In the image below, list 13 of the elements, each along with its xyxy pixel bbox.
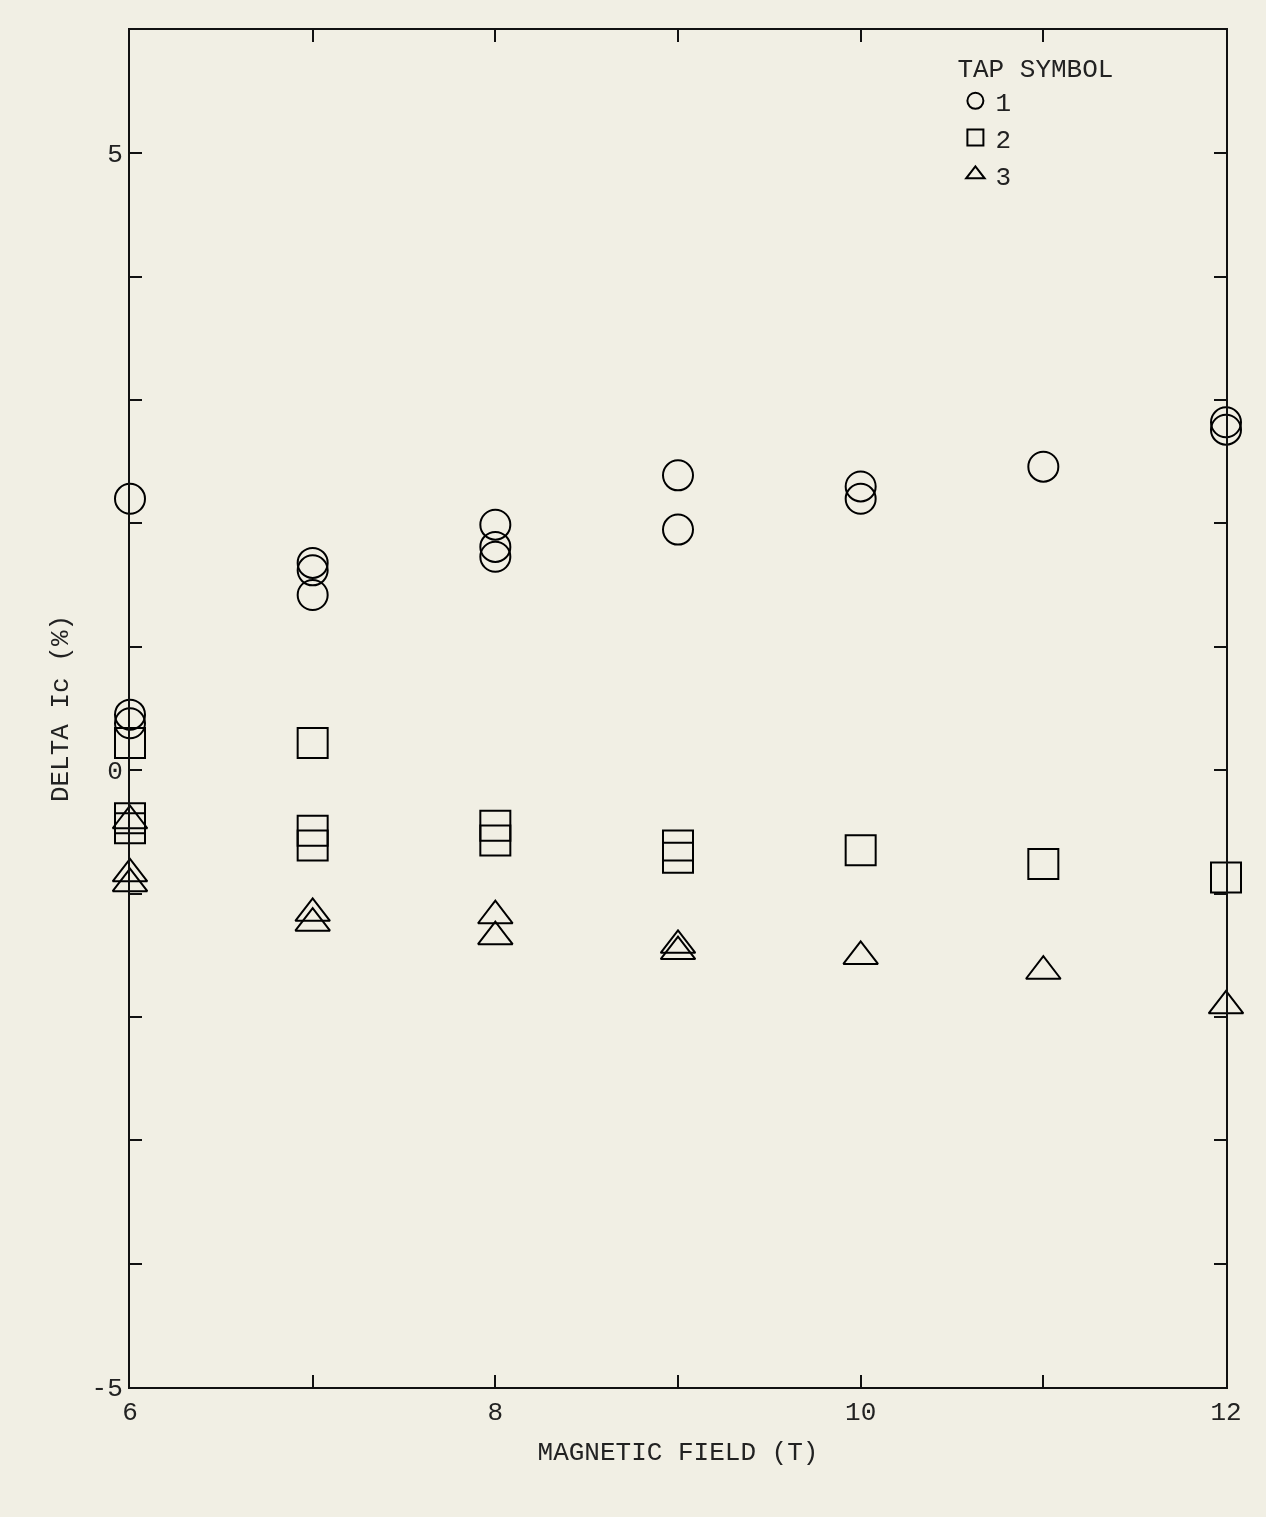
y-axis-title: DELTA Ic (%) xyxy=(46,614,77,803)
x-tick-label: 8 xyxy=(487,1398,504,1429)
legend-label: 2 xyxy=(995,125,1012,156)
x-tick-label: 12 xyxy=(1210,1398,1242,1429)
legend-label: 3 xyxy=(995,162,1012,193)
legend-label: 1 xyxy=(995,88,1012,119)
legend-title: TAP SYMBOL xyxy=(957,55,1114,86)
y-tick-label: 5 xyxy=(107,140,123,171)
y-tick-label: 0 xyxy=(107,757,123,788)
x-tick-label: 10 xyxy=(845,1398,877,1429)
x-tick-label: 6 xyxy=(122,1398,138,1429)
y-tick-label: -5 xyxy=(91,1374,123,1405)
x-axis-title: MAGNETIC FIELD (T) xyxy=(537,1438,819,1469)
